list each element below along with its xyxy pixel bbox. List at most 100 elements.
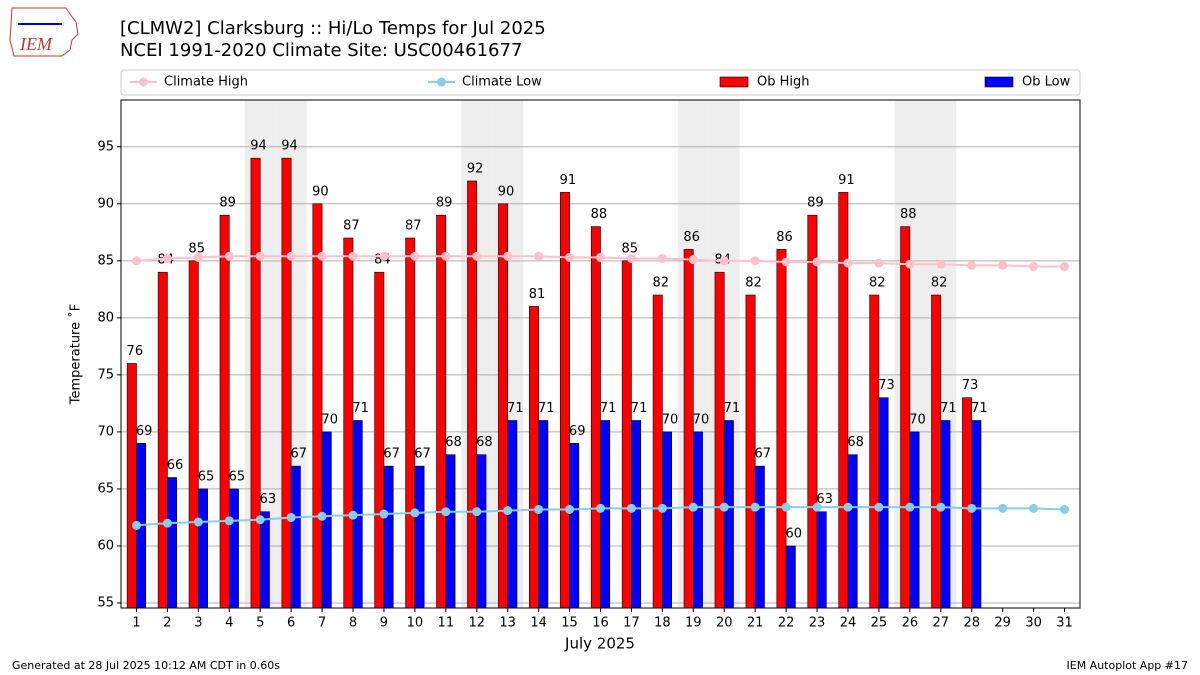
line-point (688, 502, 698, 512)
line-point (255, 515, 265, 525)
x-tick-label: 12 (468, 616, 485, 631)
data-label: 67 (414, 447, 431, 462)
line-point (410, 251, 420, 261)
line-point (379, 251, 389, 261)
bar (157, 271, 168, 609)
bar (693, 431, 703, 609)
line-point (812, 502, 822, 512)
data-label: 88 (591, 207, 608, 222)
logo-text: IEM (19, 34, 53, 54)
bar (847, 454, 858, 609)
bar (250, 157, 261, 609)
bar (383, 465, 394, 609)
legend-swatch (437, 77, 446, 87)
x-tick-label: 10 (407, 616, 424, 631)
line-point (905, 502, 915, 512)
legend-swatch (139, 77, 148, 87)
data-label: 86 (776, 230, 793, 245)
data-label: 85 (188, 241, 205, 256)
bar (405, 237, 416, 609)
line-point (131, 520, 141, 530)
y-tick-label: 80 (97, 310, 114, 325)
data-label: 73 (962, 378, 979, 393)
x-tick-label: 11 (438, 616, 455, 631)
data-label: 91 (838, 173, 855, 188)
x-tick-label: 23 (809, 616, 826, 631)
line-point (348, 510, 358, 520)
line-point (750, 502, 760, 512)
x-tick-label: 17 (623, 616, 640, 631)
bar (219, 214, 230, 609)
bar (590, 226, 601, 609)
line-point (472, 251, 482, 261)
bar (600, 420, 611, 609)
line-point (905, 259, 915, 269)
chart-title: [CLMW2] Clarksburg :: Hi/Lo Temps for Ju… (120, 18, 546, 39)
data-label: 90 (312, 184, 329, 199)
bar (652, 294, 663, 609)
bar (909, 431, 920, 609)
legend-swatch (719, 76, 749, 88)
line-point (193, 252, 203, 262)
bar (467, 180, 478, 609)
line-point (626, 254, 636, 264)
y-tick-label: 95 (97, 139, 114, 154)
line-point (224, 516, 234, 526)
line-point (812, 257, 822, 267)
chart-subtitle: NCEI 1991-2020 Climate Site: USC00461677 (120, 40, 522, 61)
data-label: 70 (909, 412, 926, 427)
data-label: 68 (476, 435, 493, 450)
line-point (874, 502, 884, 512)
y-tick-label: 90 (97, 196, 114, 211)
line-point (131, 256, 141, 266)
y-tick-label: 60 (97, 538, 114, 553)
bar (228, 488, 239, 609)
data-label: 85 (622, 241, 639, 256)
x-tick-label: 27 (933, 616, 950, 631)
line-point (719, 256, 729, 266)
data-label: 70 (662, 412, 679, 427)
x-tick-label: 4 (225, 616, 233, 631)
line-point (379, 509, 389, 519)
legend-label: Ob Low (1022, 75, 1071, 90)
x-tick-label: 29 (994, 616, 1011, 631)
data-label: 71 (507, 401, 524, 416)
line-point (348, 251, 358, 261)
bar (785, 545, 796, 609)
line-point (719, 502, 729, 512)
logo-outline (9, 7, 79, 57)
data-label: 60 (785, 526, 802, 541)
x-tick-label: 3 (194, 616, 202, 631)
data-label: 70 (321, 412, 338, 427)
line-point (193, 517, 203, 527)
bar (816, 511, 827, 609)
data-label: 69 (136, 424, 153, 439)
x-tick-label: 28 (963, 616, 980, 631)
bar (723, 420, 734, 609)
bar (971, 420, 982, 609)
bar (754, 465, 765, 609)
data-label: 82 (652, 276, 669, 291)
data-label: 82 (869, 276, 886, 291)
line-point (255, 251, 265, 261)
data-label: 63 (816, 492, 833, 507)
y-axis-label: Temperature ˚F (68, 304, 84, 405)
line-point (936, 502, 946, 512)
footer-right: IEM Autoplot App #17 (1067, 659, 1189, 672)
bar (962, 397, 973, 609)
legend-box (120, 69, 1081, 96)
data-label: 82 (931, 276, 948, 291)
bar (167, 477, 177, 609)
data-label: 71 (538, 401, 555, 416)
y-tick-label: 85 (97, 253, 114, 268)
bar (683, 249, 694, 609)
line-point (224, 251, 234, 261)
y-tick-label: 75 (97, 367, 114, 382)
bar (931, 294, 942, 609)
data-label: 67 (383, 447, 400, 462)
line-point (565, 252, 575, 262)
bar (776, 249, 787, 609)
bar (621, 260, 632, 609)
legend-swatch (984, 76, 1014, 88)
